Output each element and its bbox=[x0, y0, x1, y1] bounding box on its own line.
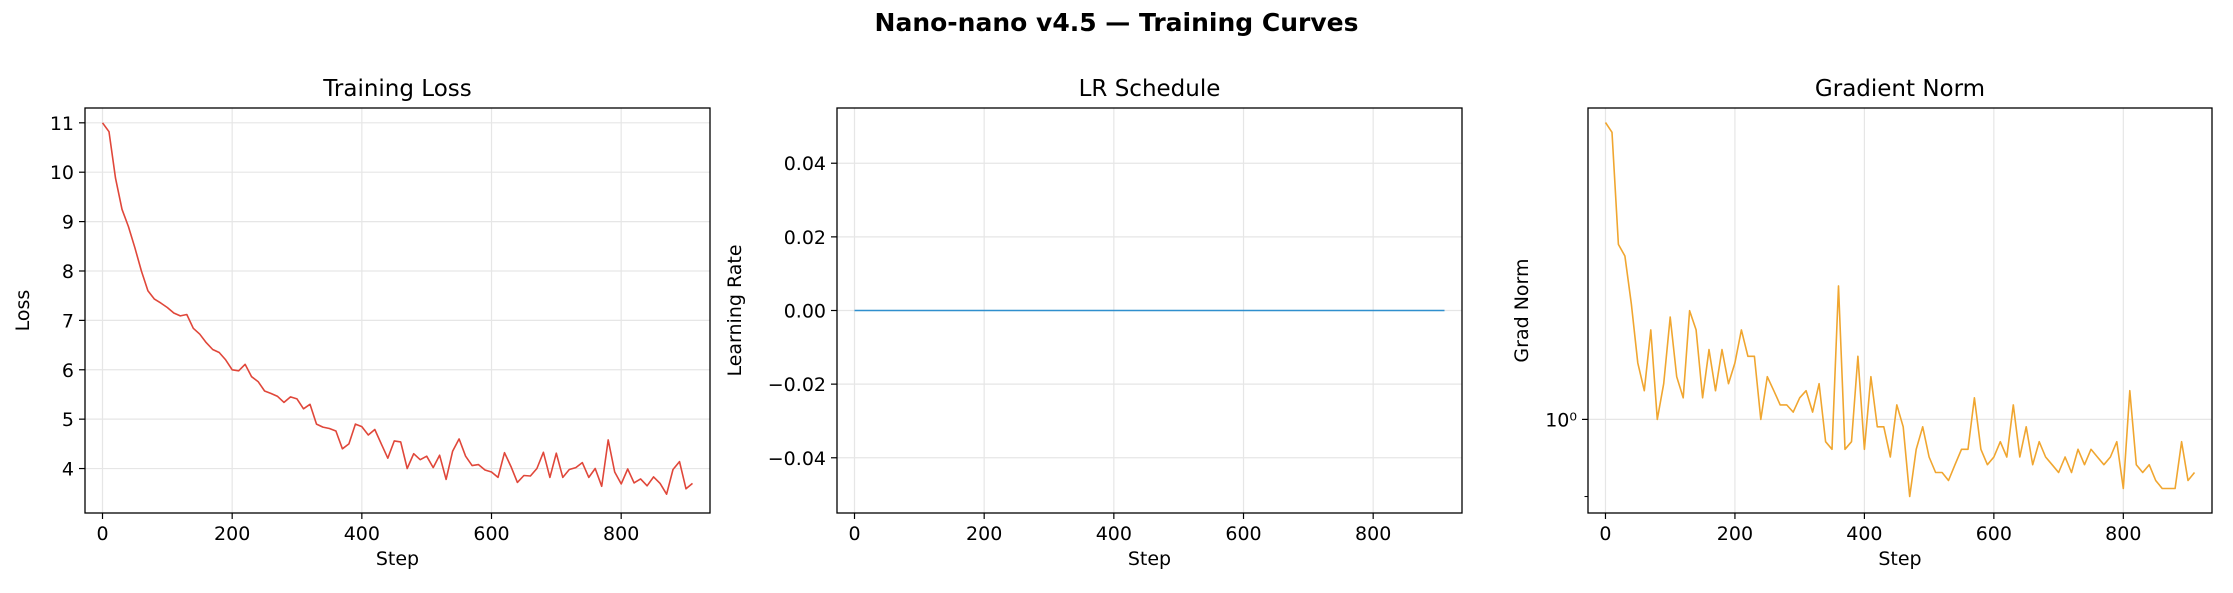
x-tick-label: 200 bbox=[966, 523, 1002, 545]
y-tick-label: 6 bbox=[62, 360, 74, 382]
chart-panel-1: 0 200 400 600 800 4 5 6 7 8 9 10 11 Training Loss Step… bbox=[12, 76, 711, 570]
plot-frame bbox=[836, 107, 1463, 514]
chart-title: LR Schedule bbox=[1079, 76, 1221, 102]
x-tick-label: 400 bbox=[1846, 523, 1882, 545]
plot-frame bbox=[84, 107, 711, 514]
series-line bbox=[1604, 122, 2196, 498]
x-tick-label: 600 bbox=[1976, 523, 2012, 545]
y-tick-label: 7 bbox=[62, 310, 74, 332]
y-tick-label: 11 bbox=[50, 113, 74, 135]
y-tick-label: 0.04 bbox=[784, 153, 826, 175]
y-tick-label: −0.02 bbox=[768, 374, 826, 396]
x-tick-label: 600 bbox=[1225, 523, 1261, 545]
y-tick-label: 0.00 bbox=[784, 301, 826, 323]
y-tick-label: 9 bbox=[62, 212, 74, 234]
series-line bbox=[101, 122, 694, 496]
x-tick-label: 0 bbox=[96, 523, 108, 545]
y-tick-label: 10⁰ bbox=[1545, 409, 1577, 431]
y-tick-label: 8 bbox=[62, 261, 74, 283]
x-tick-label: 800 bbox=[1355, 523, 1391, 545]
chart-panel-2: 0 200 400 600 800 −0.04 −0.02 0.00 0.02 0.04 LR Sc… bbox=[724, 76, 1463, 570]
x-tick-label: 800 bbox=[603, 523, 639, 545]
figure-title: Nano-nano v4.5 — Training Curves bbox=[874, 8, 1359, 37]
x-tick-label: 200 bbox=[214, 523, 250, 545]
y-tick-label: 10 bbox=[50, 162, 74, 184]
x-axis-label: Step bbox=[1128, 548, 1171, 570]
y-tick-label: 4 bbox=[62, 459, 74, 481]
x-tick-label: 200 bbox=[1717, 523, 1753, 545]
chart-panel-3: 0 200 400 600 800 10⁰ Gradient Norm Step Grad No… bbox=[1511, 76, 2213, 570]
x-axis-label: Step bbox=[376, 548, 419, 570]
chart-title: Gradient Norm bbox=[1815, 76, 1985, 102]
x-tick-label: 600 bbox=[473, 523, 509, 545]
y-tick-label: 5 bbox=[62, 409, 74, 431]
y-tick-label: 0.02 bbox=[784, 227, 826, 249]
chart-title: Training Loss bbox=[322, 76, 472, 102]
y-tick-label: −0.04 bbox=[768, 448, 826, 470]
plot-frame bbox=[1587, 107, 2213, 514]
y-axis-label: Grad Norm bbox=[1511, 258, 1533, 362]
x-tick-label: 400 bbox=[344, 523, 380, 545]
x-tick-label: 0 bbox=[1599, 523, 1611, 545]
y-axis-label: Learning Rate bbox=[724, 244, 746, 376]
y-axis-label: Loss bbox=[12, 290, 34, 332]
x-tick-label: 800 bbox=[2105, 523, 2141, 545]
x-axis-label: Step bbox=[1878, 548, 1921, 570]
x-tick-label: 400 bbox=[1096, 523, 1132, 545]
x-tick-label: 0 bbox=[848, 523, 860, 545]
